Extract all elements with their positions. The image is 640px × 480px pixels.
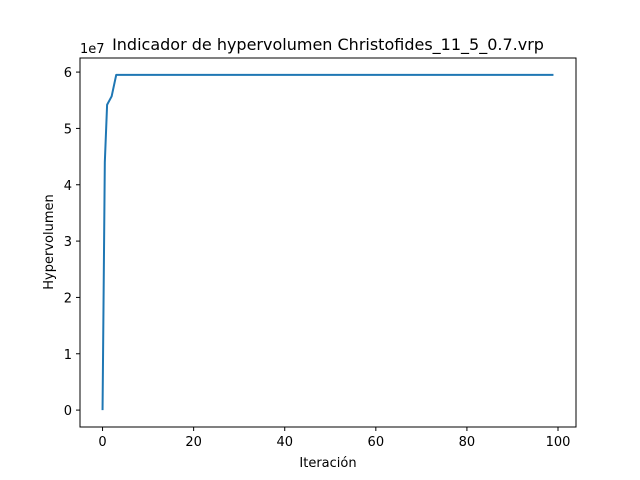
x-axis-label: Iteración (299, 456, 356, 471)
y-tick-label-0: 0 (64, 404, 72, 419)
y-tick-label-2: 2 (64, 291, 72, 306)
x-tick-label-1: 20 (185, 435, 202, 450)
y-tick-label-4: 4 (64, 179, 72, 194)
chart-title: Indicador de hypervolumen Christofides_1… (112, 35, 544, 55)
y-tick-label-1: 1 (64, 348, 72, 363)
x-tick-label-0: 0 (98, 435, 106, 450)
x-tick-label-2: 40 (276, 435, 293, 450)
series-line-0 (101, 73, 554, 411)
plot-area: 0 20 40 60 80 100 0 1 2 3 4 5 6 (64, 57, 577, 450)
y-tick-label-6: 6 (64, 66, 72, 81)
axes-frame (79, 57, 577, 428)
y-tick-label-5: 5 (64, 122, 72, 137)
y-offset-label: 1e7 (80, 42, 105, 57)
y-tick-label-3: 3 (64, 235, 72, 250)
x-tick-label-5: 100 (546, 435, 571, 450)
x-tick-label-4: 80 (459, 435, 476, 450)
x-tick-label-3: 60 (368, 435, 385, 450)
y-axis-label: Hypervolumen (42, 194, 57, 289)
